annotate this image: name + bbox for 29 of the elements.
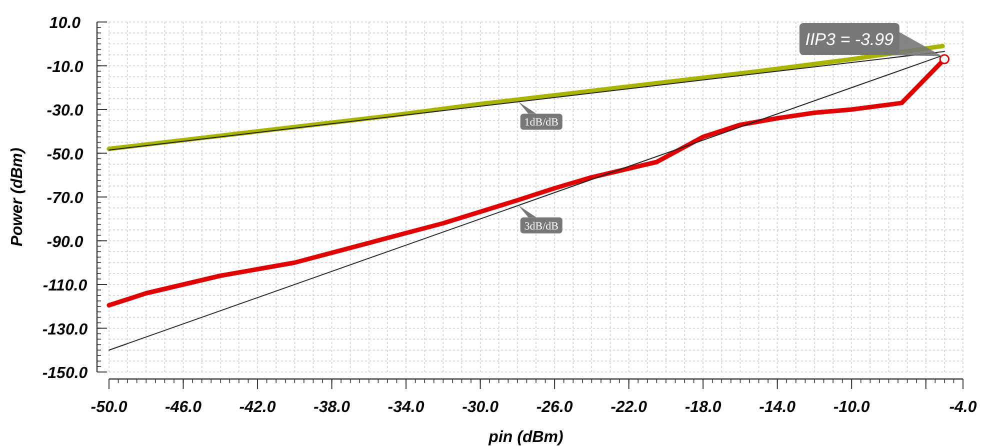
y-tick-label: -90.0 [46, 234, 84, 251]
annotation: IIP3 = -3.99 [805, 30, 894, 49]
y-tick-label: -130.0 [42, 321, 88, 338]
y-tick-label: -150.0 [42, 365, 88, 382]
x-tick-label: -34.0 [388, 399, 424, 416]
x-tick-label: -38.0 [314, 399, 350, 416]
x-tick-label: -14.0 [759, 399, 796, 416]
series-label: 3dB/dB [524, 220, 558, 232]
x-tick-label: -4.0 [949, 399, 977, 416]
y-axis-title: Power (dBm) [9, 148, 26, 246]
y-tick-label: 10.0 [49, 15, 81, 32]
y-tick-label: -50.0 [46, 146, 84, 164]
x-tick-label: -30.0 [462, 399, 499, 416]
x-tick-label: -10.0 [833, 399, 870, 416]
y-tick-label: -70.0 [46, 190, 84, 207]
y-tick-label: -110.0 [42, 278, 88, 294]
y-tick-label: -10.0 [46, 58, 84, 76]
x-tick-label: -18.0 [684, 399, 722, 416]
x-tick-label: -42.0 [239, 399, 276, 416]
callout-label: IIP3 = -3.99 [799, 23, 942, 56]
y-tick-label: -30.0 [46, 102, 84, 120]
series-label: 1dB/dB [524, 116, 558, 129]
x-tick-label: -22.0 [610, 399, 648, 416]
x-tick-label: -26.0 [536, 399, 573, 416]
x-tick-label: -46.0 [165, 399, 202, 416]
x-axis-title: pin (dBm) [488, 429, 564, 446]
callout-label: 3dB/dB [518, 205, 562, 234]
callout-label: 1dB/dB [518, 102, 562, 130]
x-tick-label: -50.0 [90, 399, 128, 416]
